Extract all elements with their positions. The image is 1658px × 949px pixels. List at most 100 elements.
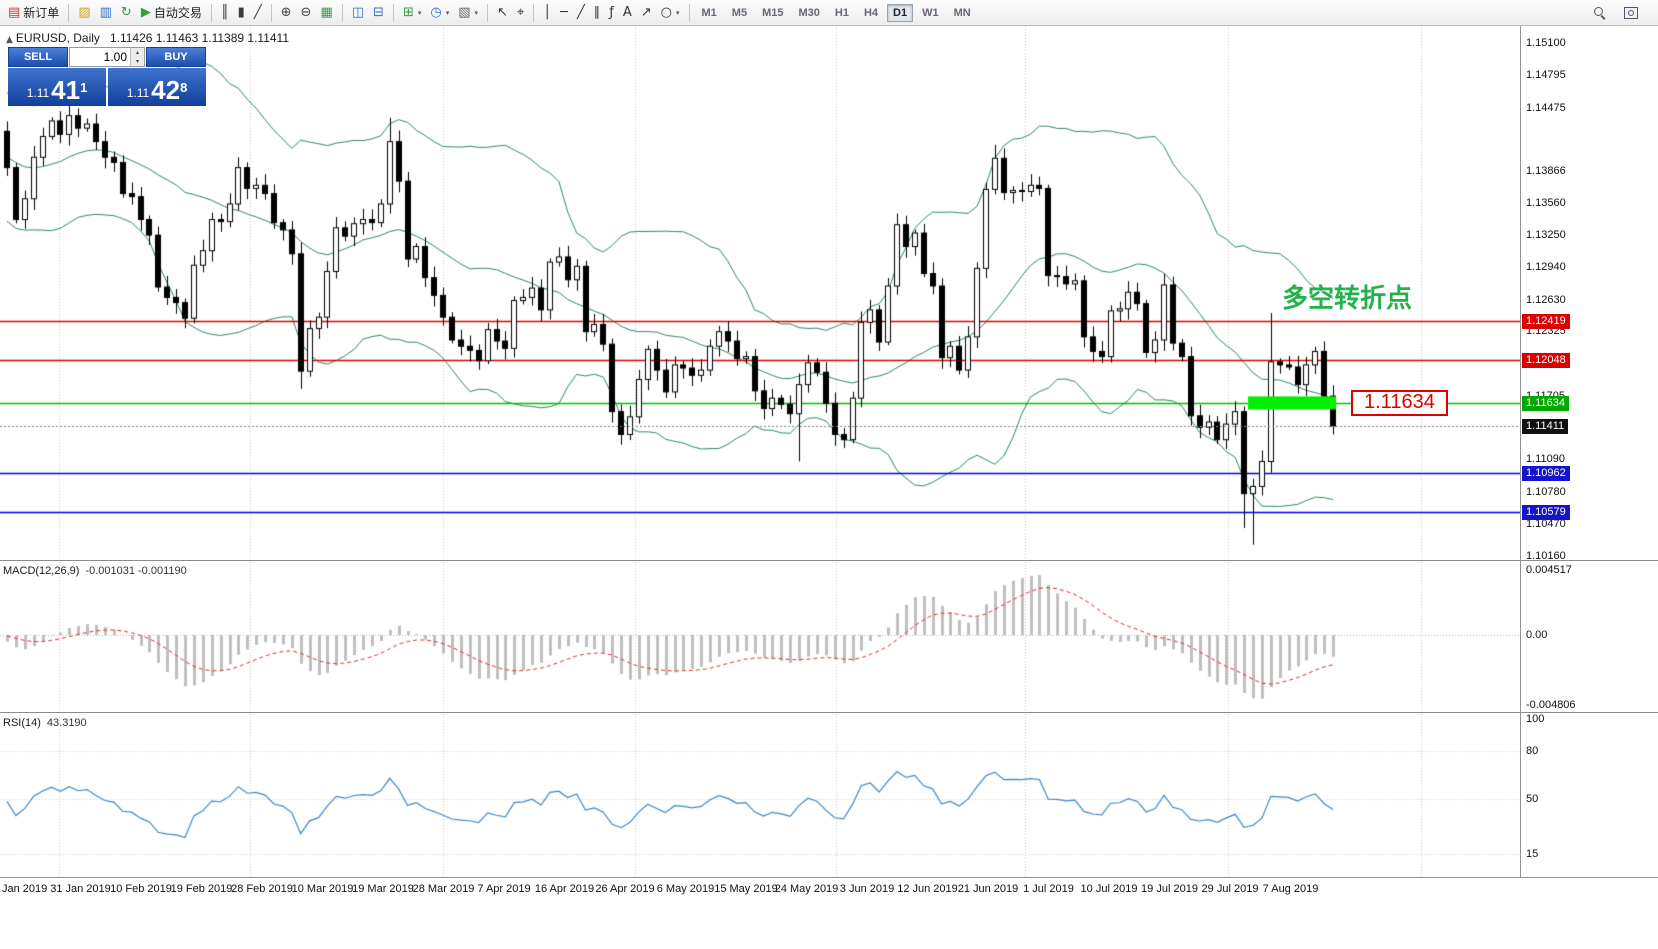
rsi-name: RSI(14) (3, 717, 41, 729)
rsi-current-value: 43.3190 (46, 717, 87, 729)
new-order-button[interactable]: ▤ 新订单 (4, 2, 63, 24)
bar-chart-button[interactable]: ║ (217, 2, 233, 24)
date-label: 10 Mar 2019 (291, 883, 354, 895)
timeframe-m15-button[interactable]: M15 (756, 4, 789, 22)
date-label: 1 Jul 2019 (1023, 883, 1074, 895)
chart-ohlc-values: 1.11426 1.11463 1.11389 1.11411 (109, 31, 289, 45)
pane-divider[interactable] (0, 560, 1658, 561)
pivot-price-badge: 1.11634 (1522, 395, 1569, 411)
candlestick-chart-button[interactable]: ▮ (234, 2, 249, 24)
autotrade-button[interactable]: ▶ 自动交易 (137, 2, 206, 24)
macd-axis-tick: -0.004806 (1526, 698, 1576, 711)
timeframe-d1-button[interactable]: D1 (887, 3, 914, 22)
trade-panel-price-row: 1.11 41 1 1.11 42 8 (8, 68, 206, 106)
timeframe-w1-button[interactable]: W1 (916, 4, 945, 22)
terminal-button[interactable]: ▥ (96, 2, 116, 24)
sell-price-button[interactable]: 1.11 41 1 (8, 68, 106, 106)
chart-symbol-label: EURUSD, Daily (15, 31, 100, 45)
timeframe-m30-button[interactable]: M30 (792, 4, 825, 22)
crosshair-icon: ⌖ (516, 5, 525, 20)
chart-symbol-icon: ▲ (6, 35, 13, 45)
vertical-line-icon: │ (543, 5, 552, 20)
price-scale[interactable]: 1.15100 1.14795 1.14475 1.13866 1.13560 1.132… (1520, 26, 1658, 877)
volume-decrease-button[interactable]: ▾ (131, 57, 144, 66)
volume-increase-button[interactable]: ▴ (131, 48, 144, 57)
macd-pane-canvas[interactable] (0, 562, 1520, 712)
pane-divider[interactable] (0, 712, 1658, 713)
template-dropdown-arrow[interactable]: ▾ (474, 8, 479, 17)
zoom-out-button[interactable]: ⊖ (297, 2, 316, 24)
pivot-price-callout[interactable]: 1.11634 (1351, 389, 1448, 416)
zoom-in-button[interactable]: ⊕ (277, 2, 296, 24)
refresh-icon: ↻ (120, 5, 132, 20)
macd-axis-tick: 0.004517 (1526, 563, 1572, 576)
crosshair-button[interactable]: ⌖ (513, 2, 528, 24)
timeframe-h1-button[interactable]: H1 (829, 4, 855, 22)
trendline-button[interactable]: ╱ (573, 2, 589, 24)
zoom-out-icon: ⊖ (300, 5, 312, 20)
text-label-button[interactable]: A (619, 2, 636, 24)
price-tick: 1.13250 (1526, 229, 1566, 242)
current-price-badge: 1.11411 (1522, 419, 1569, 435)
search-symbols-button[interactable] (1590, 2, 1610, 24)
market-watch-icon: ▨ (78, 5, 91, 20)
horizontal-line-button[interactable]: ─ (556, 2, 572, 24)
equidistant-channel-button[interactable]: ∥ (590, 2, 605, 24)
refresh-button[interactable]: ↻ (117, 2, 136, 24)
support-price-badge: 1.10962 (1522, 465, 1570, 481)
autotrade-label: 自动交易 (153, 6, 202, 20)
equidistant-channel-icon: ∥ (593, 5, 601, 20)
buy-price-button[interactable]: 1.11 42 8 (108, 68, 206, 106)
resistance-price-badge: 1.12419 (1522, 314, 1570, 330)
buy-button[interactable]: BUY (146, 47, 206, 67)
template-button[interactable]: ▧ ▾ (454, 2, 482, 24)
camera-icon (1624, 6, 1638, 19)
pivot-annotation-text[interactable]: 多空转折点 (1282, 283, 1413, 313)
price-tick: 1.10160 (1526, 550, 1566, 562)
sell-button[interactable]: SELL (8, 47, 68, 67)
grid-icon: ▦ (320, 5, 333, 20)
date-label: 7 Apr 2019 (477, 883, 531, 895)
line-chart-button[interactable]: ╱ (250, 2, 266, 24)
date-label: 21 Jun 2019 (957, 883, 1019, 895)
terminal-icon: ▥ (99, 5, 112, 20)
cascade-windows-button[interactable]: ⊟ (369, 2, 388, 24)
timeframe-h4-button[interactable]: H4 (858, 4, 884, 22)
period-selector-dropdown-arrow[interactable]: ▾ (445, 8, 450, 17)
shapes-dropdown-arrow[interactable]: ▾ (676, 8, 680, 17)
buy-price-prefix: 1.11 (126, 86, 150, 100)
date-label: 19 Feb 2019 (170, 883, 233, 895)
price-tick: 1.11090 (1526, 453, 1565, 466)
shapes-button[interactable]: ○ ▾ (657, 2, 684, 24)
cursor-button[interactable]: ↖ (493, 2, 512, 24)
rsi-axis-tick: 15 (1526, 848, 1539, 861)
new-chart-dropdown-arrow[interactable]: ▾ (417, 8, 422, 17)
macd-indicator-label: MACD(12,26,9) -0.001031 -0.001190 (3, 565, 187, 577)
market-watch-button[interactable]: ▨ (74, 2, 94, 24)
arrow-object-button[interactable]: ↗ (637, 2, 656, 24)
fibonacci-button[interactable]: ƒ (605, 2, 618, 24)
timeframe-mn-button[interactable]: MN (948, 4, 977, 22)
price-tick: 1.13866 (1526, 165, 1566, 178)
volume-input[interactable] (70, 48, 130, 66)
toolbar-separator (341, 3, 343, 22)
timeframe-m5-button[interactable]: M5 (726, 4, 753, 22)
rsi-pane-canvas[interactable] (0, 714, 1520, 877)
price-chart-canvas[interactable] (0, 26, 1520, 560)
price-tick: 1.15100 (1526, 36, 1566, 49)
date-label: 28 Mar 2019 (412, 883, 475, 895)
support-price-badge: 1.10579 (1522, 505, 1570, 521)
vertical-line-button[interactable]: │ (539, 2, 555, 24)
tile-windows-button[interactable]: ◫ (348, 2, 368, 24)
grid-button[interactable]: ▦ (316, 2, 336, 24)
new-chart-button[interactable]: ⊞ ▾ (399, 2, 425, 24)
bar-chart-icon: ║ (220, 5, 229, 20)
price-tick: 1.10780 (1526, 485, 1566, 498)
toolbar-separator (270, 3, 272, 22)
timeframe-m1-button[interactable]: M1 (696, 4, 723, 22)
capture-chart-button[interactable] (1620, 2, 1642, 24)
period-selector-button[interactable]: ◷ ▾ (426, 2, 453, 24)
trendline-icon: ╱ (576, 5, 585, 20)
toolbar-right-group (1590, 2, 1654, 24)
